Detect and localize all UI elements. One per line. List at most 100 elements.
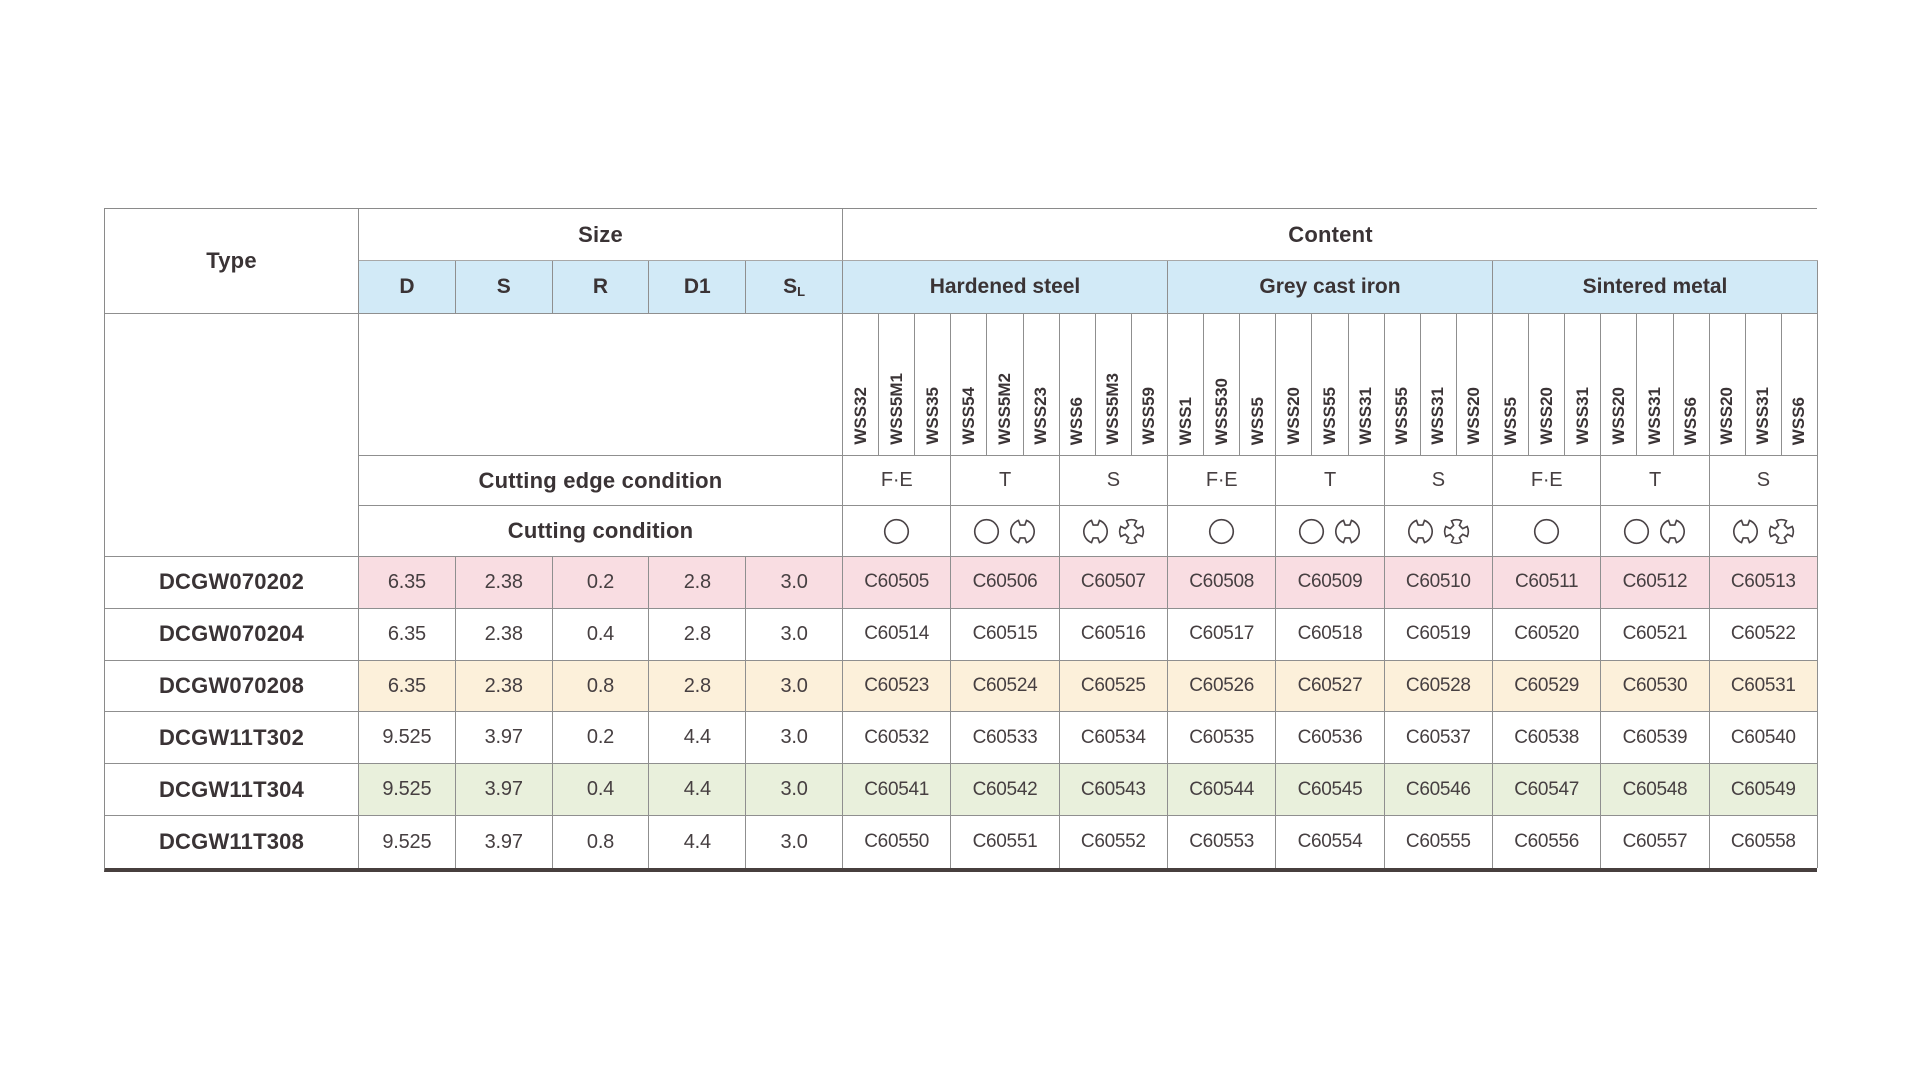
table-row: DCGW11T304 9.525 3.97 0.4 4.4 3.0 C60541 C605…: [105, 764, 1818, 817]
edge-condition-value: T: [1276, 456, 1385, 506]
grade-column-label: WSS5: [1492, 314, 1530, 456]
grade-column-label: WSS530: [1204, 314, 1241, 456]
grade-column-label: WSS5M1: [879, 314, 916, 456]
size-value-cell: 0.4: [552, 764, 650, 817]
grade-label-text: WSS5: [1500, 396, 1520, 445]
grade-label-text: WSS23: [1031, 387, 1051, 445]
grade-label-text: WSS31: [1572, 387, 1592, 445]
interrupted-cut-icon: [1407, 518, 1433, 544]
size-column-header: D: [359, 261, 456, 314]
interrupted-cut-icon: [1335, 518, 1361, 544]
grade-column-label: WSS20: [1601, 314, 1638, 456]
size-header: Size: [359, 209, 843, 261]
grade-column-label: WSS54: [951, 314, 988, 456]
size-value-cell: 3.0: [746, 660, 843, 713]
product-code-cell: C60510: [1384, 557, 1493, 609]
continuous-cut-icon: [1209, 518, 1235, 544]
grade-column-label: WSS59: [1131, 314, 1168, 456]
grade-label-text: WSS59: [1139, 387, 1159, 445]
type-column-spacer: [105, 314, 359, 456]
edge-condition-value: T: [1601, 456, 1710, 506]
product-code-cell: C60509: [1276, 557, 1385, 609]
product-code-cell: C60530: [1601, 660, 1710, 713]
grade-label-text: WSS5M1: [886, 373, 906, 445]
size-value-cell: 3.0: [746, 712, 843, 765]
product-code-cell: C60556: [1493, 816, 1602, 868]
grade-label-text: WSS54: [958, 387, 978, 445]
size-column-main: S: [783, 275, 798, 298]
continuous-cut-icon: [1534, 518, 1560, 544]
grade-column-label: WSS20: [1529, 314, 1566, 456]
product-code-cell: C60505: [842, 557, 952, 609]
grade-column-label: WSS6: [1781, 314, 1818, 456]
heavy-interrupted-cut-icon: [1118, 518, 1144, 544]
product-code-cell: C60527: [1276, 660, 1385, 713]
continuous-cut-icon: [1624, 518, 1650, 544]
grade-column-label: WSS5M3: [1095, 314, 1132, 456]
continuous-cut-icon: [974, 518, 1000, 544]
grade-label-text: WSS1: [1175, 396, 1195, 445]
grade-label-text: WSS6: [1681, 396, 1701, 445]
size-value-cell: 2.8: [649, 608, 747, 661]
product-code-cell: C60553: [1168, 816, 1277, 868]
product-code-cell: C60512: [1601, 557, 1710, 609]
product-code-cell: C60541: [842, 764, 952, 817]
size-value-cell: 2.8: [649, 660, 747, 713]
size-value-cell: 6.35: [359, 557, 456, 609]
grade-column-label: WSS32: [843, 314, 880, 456]
size-value-cell: 3.0: [746, 764, 843, 817]
size-value-cell: 9.525: [359, 712, 456, 765]
size-column-main: D: [399, 275, 415, 298]
product-code-cell: C60548: [1601, 764, 1710, 817]
product-code-cell: C60558: [1710, 816, 1818, 868]
size-column-header: S: [455, 261, 553, 314]
product-code-cell: C60507: [1059, 557, 1168, 609]
product-code-cell: C60533: [951, 712, 1060, 765]
product-code-cell: C60542: [951, 764, 1060, 817]
grade-column-label: WSS20: [1709, 314, 1746, 456]
product-code-cell: C60547: [1492, 764, 1602, 817]
product-code-cell: C60521: [1601, 608, 1710, 661]
size-column-main: D1: [683, 275, 711, 298]
product-code-cell: C60549: [1709, 764, 1818, 817]
product-code-cell: C60540: [1709, 712, 1818, 765]
size-value-cell: 2.38: [455, 660, 553, 713]
grade-column-label: WSS6: [1673, 314, 1710, 456]
interrupted-cut-icon: [1010, 518, 1036, 544]
edge-condition-value: S: [1384, 456, 1493, 506]
product-code-cell: C60526: [1167, 660, 1277, 713]
grade-column-label: WSS55: [1312, 314, 1349, 456]
size-value-cell: 2.8: [649, 557, 747, 609]
product-type-cell: DCGW070204: [105, 608, 359, 661]
product-code-cell: C60529: [1492, 660, 1602, 713]
grade-label-text: WSS31: [1356, 387, 1376, 445]
cutting-condition-symbols: [1601, 506, 1710, 557]
grade-label-text: WSS5M3: [1103, 373, 1123, 445]
grade-label-text: WSS32: [850, 387, 870, 445]
cutting-condition-symbols: [843, 506, 952, 557]
grade-label-text: WSS5: [1247, 396, 1267, 445]
edge-condition-value: F·E: [1167, 456, 1277, 506]
size-value-cell: 3.97: [455, 764, 553, 817]
grade-label-text: WSS530: [1211, 377, 1231, 445]
grade-label-text: WSS20: [1283, 387, 1303, 445]
grade-column-label: WSS20: [1456, 314, 1493, 456]
cutting-condition-symbols: [1059, 506, 1168, 557]
cutting-condition-symbols: [1709, 506, 1818, 557]
table-row: DCGW11T302 9.525 3.97 0.2 4.4 3.0 C60532 C605…: [105, 712, 1818, 765]
edge-condition-value: T: [951, 456, 1060, 506]
product-code-cell: C60551: [951, 816, 1060, 868]
product-code-cell: C60531: [1709, 660, 1818, 713]
size-value-cell: 3.0: [746, 608, 843, 661]
size-value-cell: 0.2: [552, 557, 650, 609]
product-code-cell: C60514: [842, 608, 952, 661]
material-group-header: Sintered metal: [1492, 261, 1818, 314]
grade-label-text: WSS35: [922, 387, 942, 445]
product-code-cell: C60516: [1059, 608, 1168, 661]
content-header: Content: [843, 209, 1818, 261]
size-value-cell: 9.525: [359, 764, 456, 817]
table-row: DCGW11T308 9.525 3.97 0.8 4.4 3.0 C60550 C605…: [105, 816, 1818, 868]
cutting-condition-symbols: [951, 506, 1060, 557]
size-value-cell: 9.525: [359, 816, 456, 868]
continuous-cut-icon: [884, 518, 910, 544]
